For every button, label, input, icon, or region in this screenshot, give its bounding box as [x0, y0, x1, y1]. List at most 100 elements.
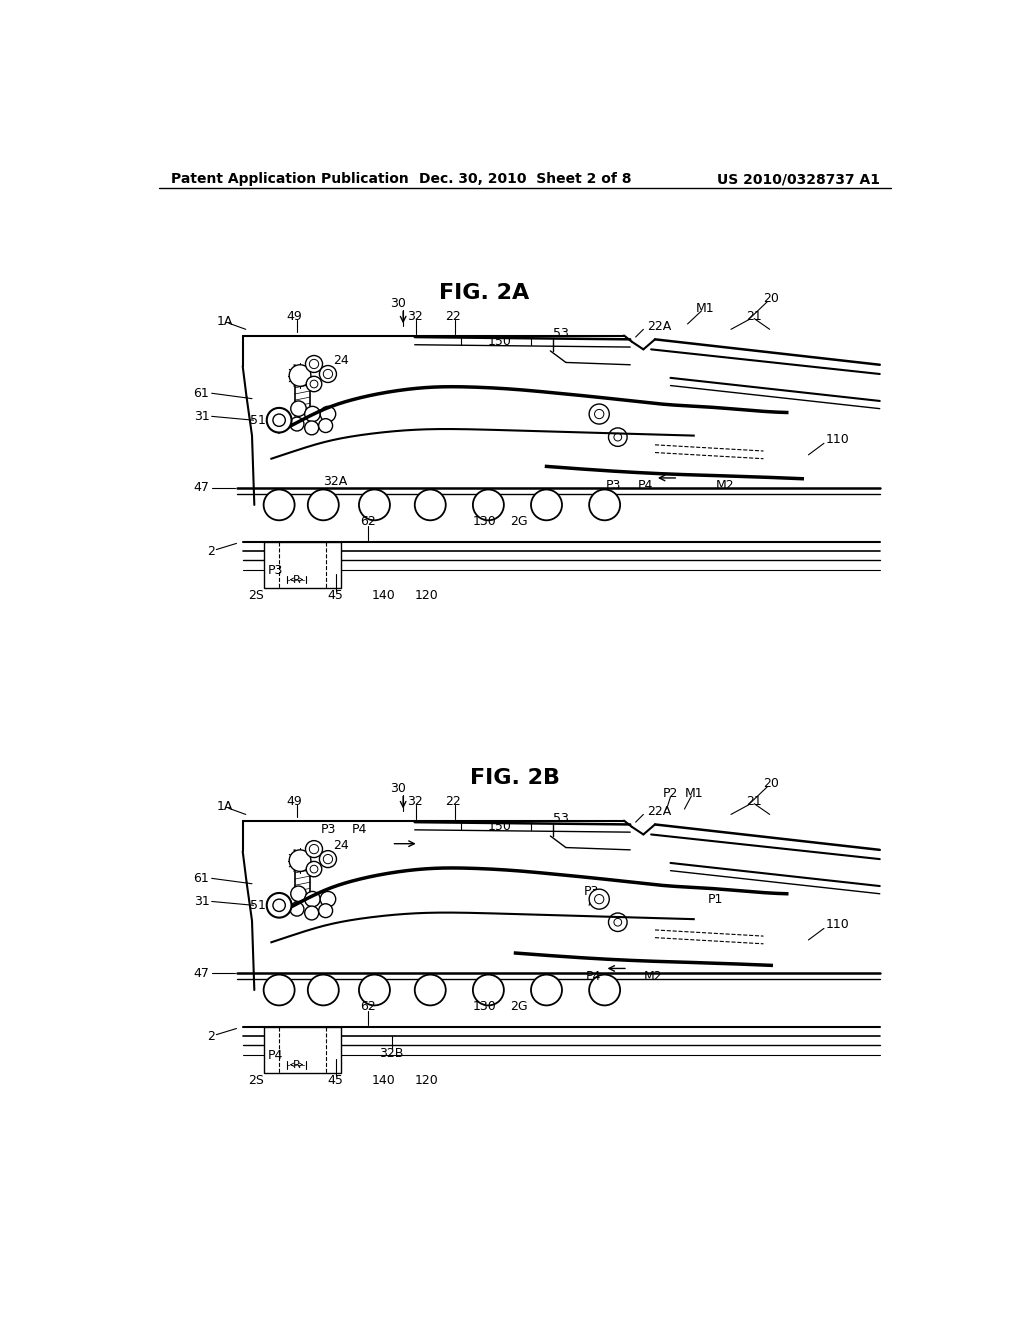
- Circle shape: [319, 850, 337, 867]
- Circle shape: [319, 366, 337, 383]
- Text: Patent Application Publication: Patent Application Publication: [171, 172, 409, 186]
- Text: P1: P1: [708, 892, 723, 906]
- Bar: [263, 543, 341, 589]
- Text: 2: 2: [207, 1030, 215, 1043]
- Circle shape: [289, 364, 311, 387]
- Text: 30: 30: [390, 297, 406, 310]
- Circle shape: [321, 891, 336, 907]
- Circle shape: [305, 906, 318, 920]
- Text: 53: 53: [553, 326, 568, 339]
- Text: 49: 49: [287, 310, 302, 323]
- Text: FIG. 2B: FIG. 2B: [470, 768, 560, 788]
- Text: FIG. 2A: FIG. 2A: [439, 284, 529, 304]
- Circle shape: [290, 903, 304, 916]
- Circle shape: [305, 407, 321, 422]
- Text: 51: 51: [250, 413, 266, 426]
- Text: 49: 49: [287, 795, 302, 808]
- Text: 61: 61: [194, 871, 209, 884]
- Text: 24: 24: [334, 354, 349, 367]
- Circle shape: [308, 974, 339, 1006]
- Text: 120: 120: [415, 1074, 438, 1088]
- Text: 31: 31: [194, 409, 209, 422]
- Text: 22: 22: [445, 795, 462, 808]
- Text: 20: 20: [763, 777, 779, 791]
- Circle shape: [608, 913, 627, 932]
- Circle shape: [266, 408, 292, 433]
- Circle shape: [273, 899, 286, 912]
- Circle shape: [589, 974, 621, 1006]
- Text: 120: 120: [415, 589, 438, 602]
- Text: 130: 130: [473, 515, 497, 528]
- Circle shape: [321, 407, 336, 422]
- Text: 110: 110: [825, 917, 849, 931]
- Text: 22A: 22A: [647, 319, 672, 333]
- Text: R: R: [293, 1060, 301, 1071]
- Text: 1A: 1A: [217, 800, 233, 813]
- Text: 32: 32: [407, 795, 423, 808]
- Circle shape: [306, 862, 322, 876]
- Text: 47: 47: [194, 966, 209, 979]
- Text: P4: P4: [351, 824, 367, 837]
- Text: US 2010/0328737 A1: US 2010/0328737 A1: [717, 172, 880, 186]
- Text: 2S: 2S: [248, 1074, 264, 1088]
- Circle shape: [305, 891, 321, 907]
- Text: 30: 30: [390, 781, 406, 795]
- Circle shape: [305, 421, 318, 434]
- Circle shape: [415, 490, 445, 520]
- Text: 21: 21: [746, 310, 762, 323]
- Text: 110: 110: [825, 433, 849, 446]
- Circle shape: [589, 490, 621, 520]
- Circle shape: [310, 380, 317, 388]
- Text: 140: 140: [372, 1074, 395, 1088]
- Text: Dec. 30, 2010  Sheet 2 of 8: Dec. 30, 2010 Sheet 2 of 8: [419, 172, 631, 186]
- Circle shape: [291, 401, 306, 416]
- Circle shape: [359, 974, 390, 1006]
- Text: P3: P3: [584, 884, 599, 898]
- Text: 24: 24: [334, 838, 349, 851]
- Circle shape: [608, 428, 627, 446]
- Text: R: R: [293, 576, 301, 585]
- Text: P4: P4: [267, 1049, 283, 1063]
- Circle shape: [473, 974, 504, 1006]
- Circle shape: [291, 886, 306, 902]
- Text: 140: 140: [372, 589, 395, 602]
- Text: 47: 47: [194, 482, 209, 495]
- Circle shape: [318, 904, 333, 917]
- Circle shape: [359, 490, 390, 520]
- Circle shape: [614, 433, 622, 441]
- Text: P3: P3: [605, 479, 621, 492]
- Circle shape: [324, 370, 333, 379]
- Circle shape: [266, 894, 292, 917]
- Text: 2: 2: [207, 545, 215, 557]
- Text: 45: 45: [328, 589, 344, 602]
- Text: 62: 62: [360, 1001, 376, 1014]
- Text: M1: M1: [696, 302, 715, 315]
- Text: M2: M2: [716, 479, 734, 492]
- Text: P3: P3: [267, 564, 283, 577]
- Text: P4: P4: [586, 970, 601, 982]
- Circle shape: [614, 919, 622, 927]
- Circle shape: [595, 895, 604, 904]
- Circle shape: [589, 890, 609, 909]
- Text: 51: 51: [250, 899, 266, 912]
- Circle shape: [318, 418, 333, 433]
- Text: 31: 31: [194, 895, 209, 908]
- Circle shape: [324, 854, 333, 863]
- Circle shape: [473, 490, 504, 520]
- Bar: [263, 1027, 341, 1073]
- Text: 20: 20: [763, 292, 779, 305]
- Circle shape: [290, 417, 304, 432]
- Text: 32: 32: [407, 310, 423, 323]
- Text: 2S: 2S: [248, 589, 264, 602]
- Text: P4: P4: [638, 479, 653, 492]
- Circle shape: [310, 866, 317, 873]
- Text: 53: 53: [553, 812, 568, 825]
- Circle shape: [589, 404, 609, 424]
- Circle shape: [415, 974, 445, 1006]
- Circle shape: [263, 490, 295, 520]
- Circle shape: [305, 841, 323, 858]
- Circle shape: [531, 974, 562, 1006]
- Text: 22A: 22A: [647, 805, 672, 818]
- Text: P3: P3: [321, 824, 336, 837]
- Circle shape: [595, 409, 604, 418]
